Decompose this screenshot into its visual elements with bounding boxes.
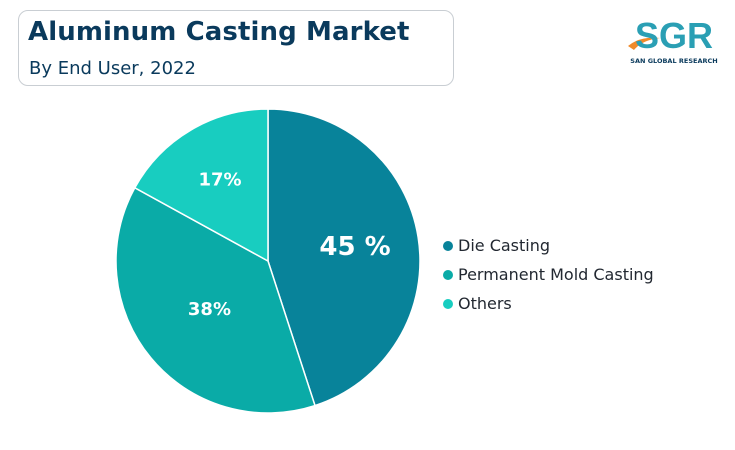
chart-legend: Die Casting Permanent Mold Casting Others <box>443 231 654 318</box>
pie-slice-others <box>133 108 269 263</box>
pie-slice-die-casting <box>267 108 421 407</box>
legend-swatch <box>443 269 453 280</box>
pie-data-label: 45 % <box>319 232 390 262</box>
legend-item: Die Casting <box>443 231 654 260</box>
pie-slice-permanent-mold-casting <box>115 186 316 414</box>
legend-label: Others <box>458 294 512 313</box>
legend-label: Die Casting <box>458 236 551 255</box>
logo-text: SGR <box>635 15 713 56</box>
legend-item: Permanent Mold Casting <box>443 260 654 289</box>
pie-data-label: 38% <box>188 299 231 320</box>
legend-label: Permanent Mold Casting <box>458 265 654 284</box>
sgr-logo: SGR <box>628 15 713 56</box>
legend-swatch <box>443 298 453 309</box>
legend-swatch <box>443 240 453 251</box>
logo-tagline: SAN GLOBAL RESEARCH <box>630 57 718 65</box>
logo-swoosh <box>628 37 660 50</box>
pie-data-label: 17% <box>198 169 241 190</box>
legend-item: Others <box>443 289 654 318</box>
chart-subtitle: By End User, 2022 <box>29 58 196 79</box>
title-box: Aluminum Casting Market By End User, 202… <box>18 10 454 86</box>
chart-title: Aluminum Casting Market <box>28 17 410 47</box>
